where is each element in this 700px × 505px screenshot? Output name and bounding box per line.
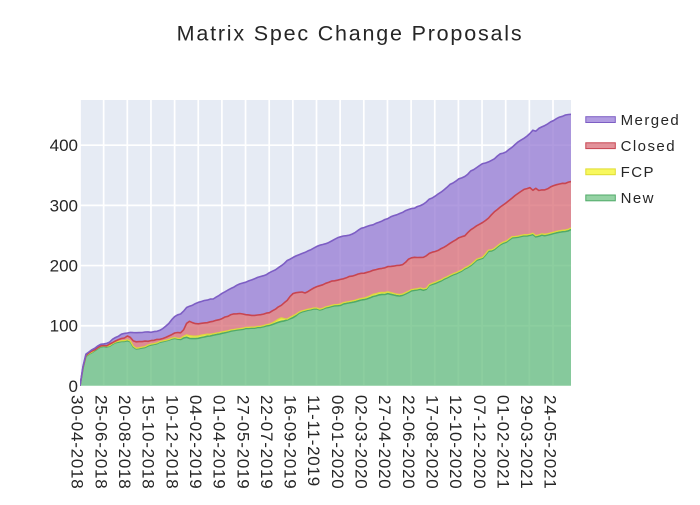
svg-text:FCP: FCP: [621, 164, 655, 181]
svg-text:20-08-2018: 20-08-2018: [115, 395, 134, 489]
svg-text:04-02-2019: 04-02-2019: [186, 395, 205, 489]
svg-text:01-04-2019: 01-04-2019: [210, 395, 229, 489]
svg-text:Closed: Closed: [621, 138, 676, 155]
svg-text:07-12-2020: 07-12-2020: [470, 395, 489, 489]
svg-text:200: 200: [50, 257, 78, 276]
svg-text:29-03-2021: 29-03-2021: [517, 395, 536, 489]
svg-text:300: 300: [50, 196, 78, 215]
svg-text:22-06-2020: 22-06-2020: [399, 395, 418, 489]
svg-text:New: New: [621, 190, 655, 207]
svg-text:400: 400: [50, 136, 78, 155]
svg-text:10-12-2018: 10-12-2018: [162, 395, 181, 489]
svg-text:15-10-2018: 15-10-2018: [139, 395, 158, 489]
svg-text:11-11-2019: 11-11-2019: [304, 395, 323, 487]
svg-text:12-10-2020: 12-10-2020: [446, 395, 465, 489]
svg-text:06-01-2020: 06-01-2020: [328, 395, 347, 489]
svg-text:17-08-2020: 17-08-2020: [422, 395, 441, 489]
svg-text:24-05-2021: 24-05-2021: [541, 395, 560, 489]
svg-text:25-06-2018: 25-06-2018: [91, 395, 110, 489]
svg-text:27-04-2020: 27-04-2020: [375, 395, 394, 489]
svg-text:30-04-2018: 30-04-2018: [68, 395, 87, 489]
svg-text:16-09-2019: 16-09-2019: [281, 395, 300, 489]
svg-text:100: 100: [50, 317, 78, 336]
svg-text:22-07-2019: 22-07-2019: [257, 395, 276, 489]
svg-text:02-03-2020: 02-03-2020: [352, 395, 371, 489]
svg-text:Merged: Merged: [621, 112, 681, 129]
svg-text:01-02-2021: 01-02-2021: [493, 395, 512, 489]
svg-text:Matrix Spec Change Proposals: Matrix Spec Change Proposals: [177, 22, 524, 46]
svg-text:0: 0: [69, 377, 78, 396]
svg-text:27-05-2019: 27-05-2019: [233, 395, 252, 489]
